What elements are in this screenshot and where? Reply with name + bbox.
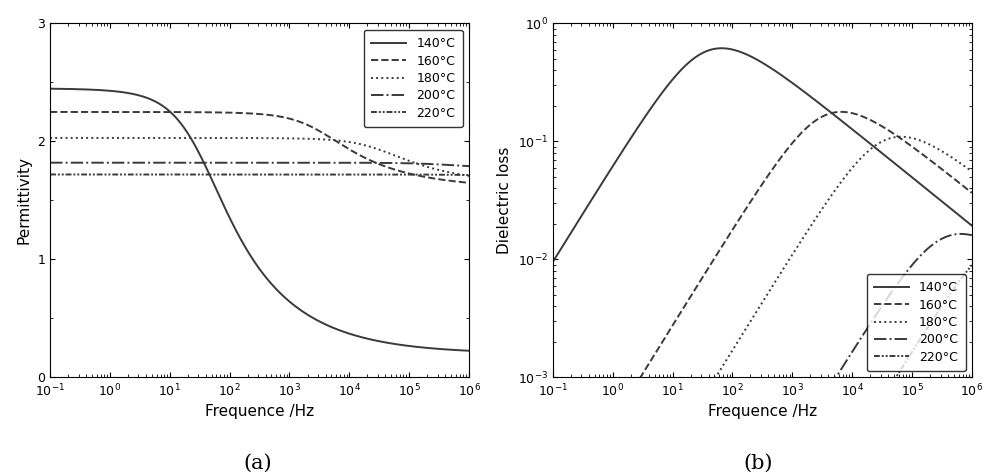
140°C — [451, 347, 463, 353]
220°C — [953, 278, 965, 284]
200°C — [955, 231, 967, 237]
200°C — [374, 160, 386, 166]
180°C — [248, 135, 260, 141]
160°C — [835, 109, 847, 115]
Line: 180°C: 180°C — [50, 138, 469, 176]
140°C — [740, 51, 752, 57]
220°C — [451, 172, 463, 178]
140°C — [966, 223, 978, 228]
220°C — [877, 395, 889, 401]
140°C — [374, 338, 386, 344]
200°C — [65, 160, 77, 165]
180°C — [895, 134, 907, 139]
220°C — [65, 172, 77, 177]
140°C — [44, 86, 56, 91]
140°C — [954, 213, 966, 219]
140°C — [463, 348, 475, 354]
200°C — [877, 302, 889, 308]
220°C — [966, 262, 978, 268]
200°C — [237, 160, 249, 165]
200°C — [463, 163, 475, 169]
Line: 160°C: 160°C — [553, 112, 972, 474]
Line: 200°C: 200°C — [50, 163, 469, 166]
Line: 140°C: 140°C — [50, 89, 469, 351]
180°C — [739, 327, 751, 332]
180°C — [44, 135, 56, 141]
220°C — [451, 172, 463, 178]
Legend: 140°C, 160°C, 180°C, 200°C, 220°C: 140°C, 160°C, 180°C, 200°C, 220°C — [867, 273, 966, 371]
140°C — [877, 151, 889, 157]
200°C — [451, 163, 463, 168]
140°C — [568, 225, 580, 230]
160°C — [739, 207, 751, 212]
140°C — [547, 259, 559, 264]
140°C — [65, 86, 77, 92]
160°C — [44, 109, 56, 115]
Text: (a): (a) — [244, 454, 272, 473]
220°C — [44, 172, 56, 177]
160°C — [463, 180, 475, 186]
160°C — [877, 124, 889, 130]
220°C — [463, 172, 475, 178]
160°C — [237, 110, 249, 116]
Legend: 140°C, 160°C, 180°C, 200°C, 220°C: 140°C, 160°C, 180°C, 200°C, 220°C — [364, 30, 463, 127]
180°C — [237, 135, 249, 141]
X-axis label: Frequence /Hz: Frequence /Hz — [205, 404, 314, 419]
Line: 140°C: 140°C — [553, 48, 972, 262]
200°C — [954, 231, 966, 237]
140°C — [248, 258, 260, 264]
180°C — [954, 160, 966, 166]
180°C — [463, 173, 475, 179]
Line: 200°C: 200°C — [553, 234, 972, 474]
180°C — [966, 169, 978, 174]
Line: 220°C: 220°C — [50, 174, 469, 175]
220°C — [237, 172, 249, 177]
220°C — [954, 278, 966, 283]
180°C — [451, 171, 463, 177]
160°C — [248, 111, 260, 117]
200°C — [248, 160, 260, 165]
220°C — [374, 172, 386, 177]
200°C — [44, 160, 56, 165]
160°C — [751, 190, 763, 195]
200°C — [953, 231, 965, 237]
160°C — [451, 179, 463, 184]
Text: (b): (b) — [743, 454, 773, 473]
180°C — [877, 138, 889, 144]
160°C — [374, 162, 386, 167]
180°C — [751, 309, 763, 314]
160°C — [451, 179, 463, 184]
160°C — [954, 181, 966, 186]
160°C — [954, 180, 966, 186]
200°C — [966, 232, 978, 238]
140°C — [954, 213, 966, 219]
Y-axis label: Dielectric loss: Dielectric loss — [497, 147, 512, 254]
Line: 220°C: 220°C — [553, 265, 972, 474]
180°C — [954, 160, 966, 165]
200°C — [451, 163, 463, 168]
140°C — [237, 240, 249, 246]
140°C — [716, 46, 728, 51]
180°C — [65, 135, 77, 141]
Y-axis label: Permittivity: Permittivity — [17, 156, 32, 245]
160°C — [966, 190, 978, 196]
Line: 180°C: 180°C — [553, 137, 972, 474]
Line: 160°C: 160°C — [50, 112, 469, 183]
140°C — [451, 347, 463, 353]
180°C — [451, 171, 463, 177]
180°C — [374, 147, 386, 153]
160°C — [65, 109, 77, 115]
140°C — [751, 57, 763, 63]
220°C — [248, 172, 260, 177]
X-axis label: Frequence /Hz: Frequence /Hz — [708, 404, 817, 419]
